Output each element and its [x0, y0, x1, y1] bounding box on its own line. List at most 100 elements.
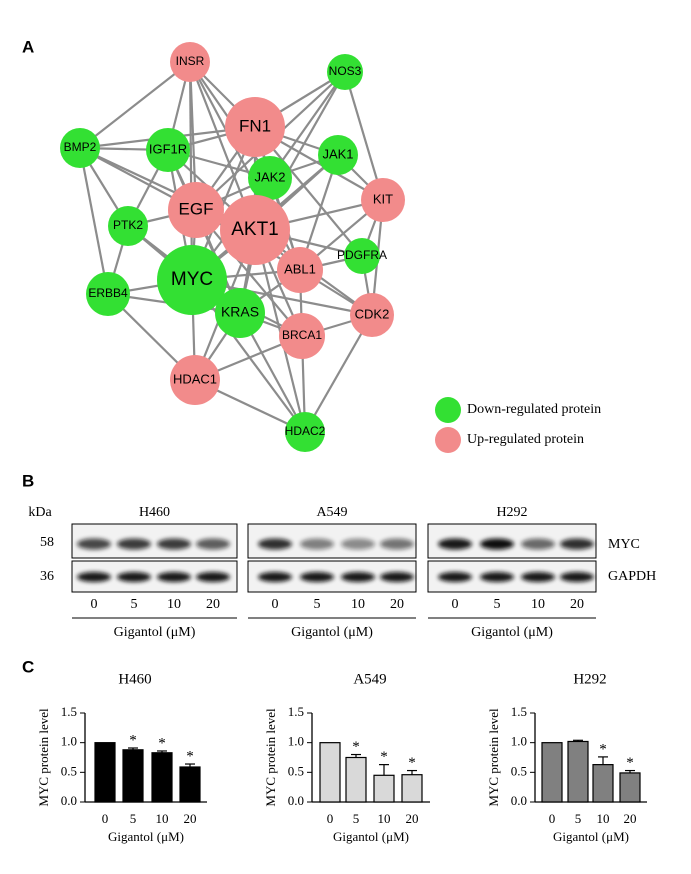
x-tick-label: 10 — [378, 811, 391, 826]
lane-label: 0 — [91, 597, 98, 612]
lane-label: 0 — [452, 597, 459, 612]
bar — [122, 749, 144, 803]
x-tick-label: 0 — [102, 811, 109, 826]
node-label: FN1 — [239, 116, 271, 135]
x-tick-label: 5 — [353, 811, 360, 826]
marker-label: 36 — [40, 569, 54, 584]
network-node — [170, 355, 220, 405]
lane-label: 20 — [390, 597, 404, 612]
bar — [541, 742, 563, 803]
blot-band — [341, 572, 375, 582]
western-blot: kDa 58 36 MYC GAPDH H460 0 5 10 20 Gigantol (μM) A5… — [28, 505, 656, 640]
node-label: EGF — [179, 199, 214, 218]
network-node — [277, 247, 323, 293]
network-node — [215, 288, 265, 338]
cell-line-label: H460 — [139, 505, 170, 520]
lane-label: 5 — [494, 597, 501, 612]
lane-label: 10 — [351, 597, 365, 612]
node-label: KRAS — [221, 304, 259, 320]
network-node — [86, 272, 130, 316]
y-axis-label: MYC protein level — [486, 708, 501, 807]
node-label: NOS3 — [329, 64, 362, 78]
network-edge — [343, 71, 385, 201]
network-edge — [79, 61, 191, 149]
blot-band — [117, 538, 151, 550]
significance-label: * — [408, 755, 416, 771]
blot-band — [300, 572, 334, 582]
blot-band — [560, 538, 594, 550]
x-tick-label: 5 — [575, 811, 582, 826]
y-tick-label: 0.0 — [511, 793, 527, 808]
node-label: MYC — [171, 269, 213, 290]
bar — [567, 740, 589, 803]
network-node — [361, 178, 405, 222]
blot-band — [117, 572, 151, 582]
chart-title: H460 — [118, 671, 151, 687]
network-node — [220, 195, 290, 265]
node-label: HDAC1 — [173, 371, 217, 386]
network-node — [350, 293, 394, 337]
chart-title: A549 — [353, 671, 386, 687]
blot-band — [341, 538, 375, 550]
y-tick-label: 1.5 — [511, 704, 527, 719]
protein-label: GAPDH — [608, 569, 656, 584]
y-tick-label: 0.5 — [61, 763, 77, 778]
blot-band — [380, 538, 414, 550]
network-node — [248, 156, 292, 200]
blot-band — [560, 572, 594, 582]
significance-label: * — [158, 735, 166, 751]
network-node — [225, 97, 285, 157]
significance-label: * — [380, 749, 388, 765]
marker-label: 58 — [40, 535, 54, 550]
x-axis-label: Gigantol (μM) — [553, 829, 629, 844]
bar — [345, 756, 367, 803]
lane-label: 20 — [206, 597, 220, 612]
blot-band — [77, 538, 111, 550]
legend-marker — [435, 397, 461, 423]
x-tick-label: 5 — [130, 811, 137, 826]
blot-band — [196, 538, 230, 550]
significance-label: * — [186, 748, 194, 764]
node-label: PTK2 — [113, 218, 143, 232]
significance-label: * — [626, 755, 634, 771]
network-node — [60, 128, 100, 168]
network-node — [157, 245, 227, 315]
bar — [373, 774, 395, 803]
node-label: AKT1 — [231, 219, 279, 240]
panel-label: B — [22, 471, 34, 490]
blot-band — [521, 572, 555, 582]
blot-band — [258, 538, 292, 550]
blot-band — [438, 538, 472, 550]
blot-band — [438, 572, 472, 582]
node-label: BRCA1 — [282, 328, 322, 342]
legend-label: Down-regulated protein — [467, 402, 601, 417]
node-label: INSR — [176, 54, 205, 68]
x-tick-label: 0 — [549, 811, 556, 826]
network-node — [168, 182, 224, 238]
y-tick-label: 0.5 — [288, 763, 304, 778]
legend-marker — [435, 427, 461, 453]
blot-xlabel: Gigantol (μM) — [471, 625, 553, 640]
bar — [151, 752, 173, 803]
significance-label: * — [599, 741, 607, 757]
lane-label: 10 — [167, 597, 181, 612]
y-tick-label: 1.5 — [61, 704, 77, 719]
node-label: ABL1 — [284, 261, 316, 276]
lane-label: 5 — [314, 597, 321, 612]
bar — [401, 774, 423, 803]
node-label: KIT — [373, 191, 393, 206]
blot-band — [480, 572, 514, 582]
bar — [94, 742, 116, 803]
network: INSR NOS3 FN1 BMP2 IGF1R JAK1 JAK2 KIT EGF AKT1 PT… — [60, 42, 601, 453]
y-tick-label: 1.0 — [288, 734, 304, 749]
significance-label: * — [352, 739, 360, 755]
blot-band — [300, 538, 334, 550]
y-tick-label: 1.5 — [288, 704, 304, 719]
panel-label: A — [22, 37, 34, 56]
node-label: PDGFRA — [337, 248, 387, 262]
cell-line-label: A549 — [316, 505, 347, 520]
network-edge — [304, 314, 373, 433]
cell-line-label: H292 — [496, 505, 527, 520]
blot-band — [521, 538, 555, 550]
